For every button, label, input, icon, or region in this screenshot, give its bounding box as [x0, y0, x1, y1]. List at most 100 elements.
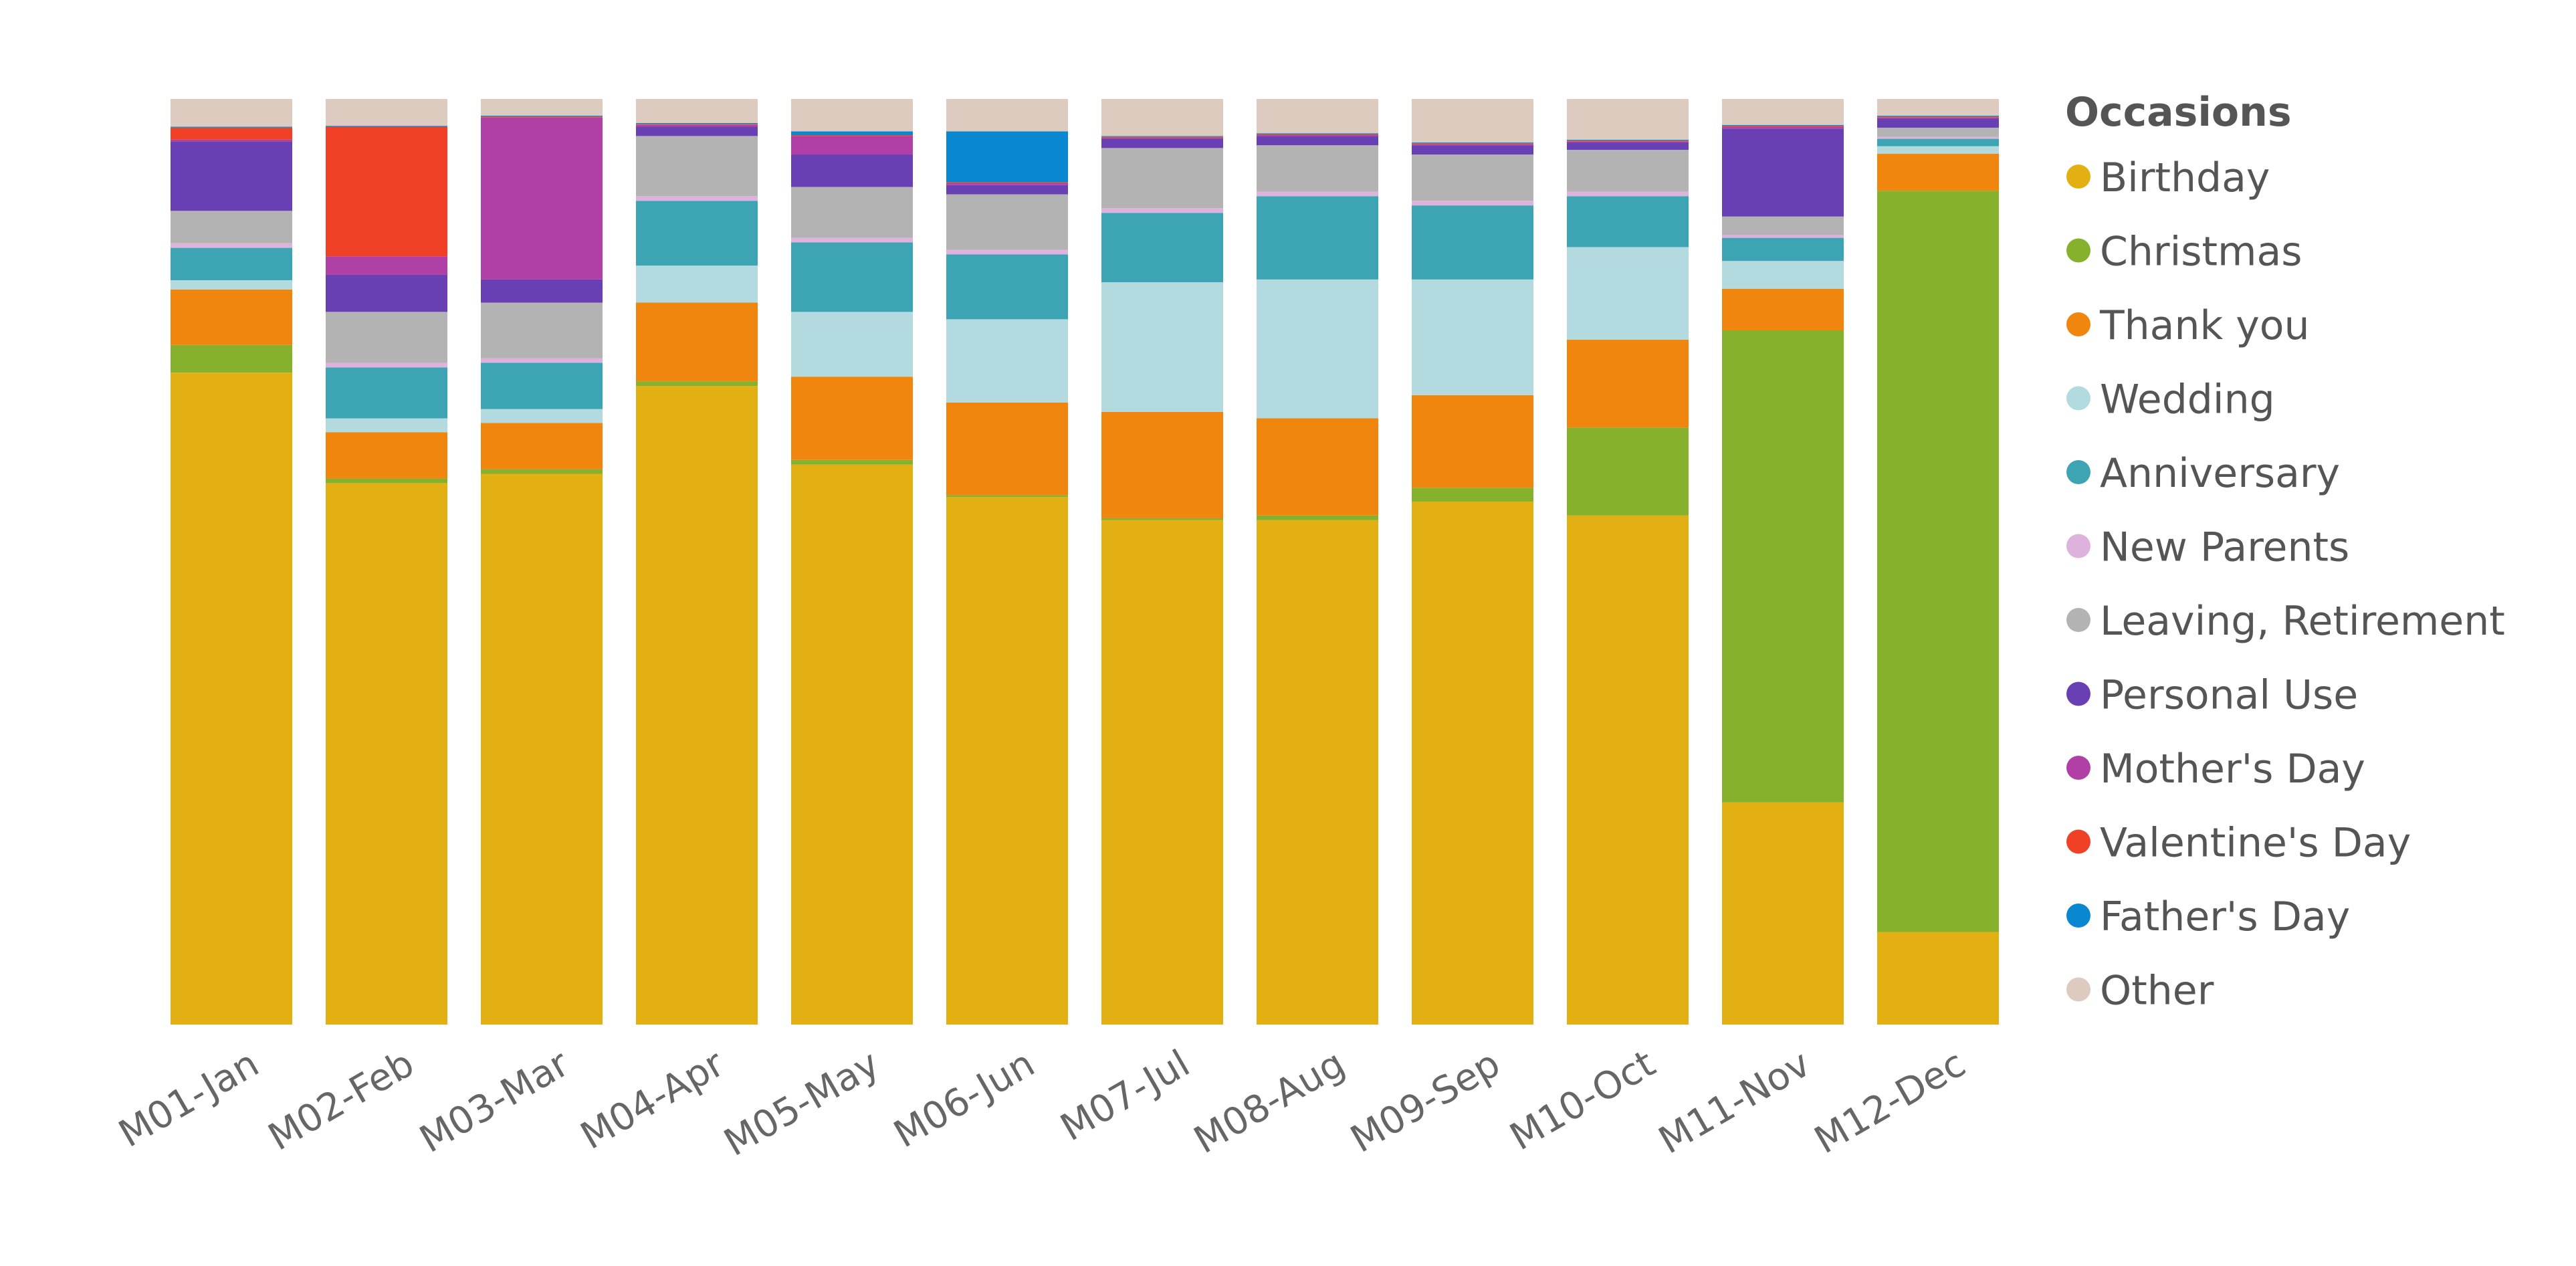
bar-m08-aug-valentine-s-day	[1257, 134, 1378, 135]
bar-m03-mar-anniversary	[481, 362, 603, 409]
bar-m11-nov-other	[1722, 99, 1844, 125]
bar-m01-jan-christmas	[171, 344, 292, 373]
legend-label-other: Other	[2100, 968, 2214, 1015]
bar-m09-sep-thank-you	[1412, 395, 1533, 488]
bar-m08-aug-christmas	[1257, 515, 1378, 520]
bar-m09-sep-personal-use	[1412, 145, 1533, 155]
bar-m08-aug-wedding	[1257, 279, 1378, 419]
bar-m09-sep-anniversary	[1412, 205, 1533, 280]
bar-m01-jan-wedding	[171, 280, 292, 290]
bar-m09-sep-father-s-day	[1412, 142, 1533, 144]
bar-m01-jan-other	[171, 99, 292, 127]
legend-item-other: Other	[2066, 968, 2214, 1015]
bar-m08-aug-thank-you	[1257, 418, 1378, 516]
bar-m03-mar-christmas	[481, 469, 603, 474]
bar-m02-feb-mother-s-day	[326, 256, 447, 275]
bar-m04-apr-new-parents	[636, 196, 758, 201]
legend-item-wedding: Wedding	[2066, 377, 2275, 423]
bar-m08-aug-birthday	[1257, 520, 1378, 1025]
bar-m04-apr-other	[636, 99, 758, 123]
bar-m02-feb-other	[326, 99, 447, 126]
bar-m11-nov-mother-s-day	[1722, 126, 1844, 129]
bar-m01-jan-father-s-day	[171, 126, 292, 128]
bar-m06-jun-father-s-day	[946, 131, 1068, 183]
bar-m12-dec-leaving-retirement	[1877, 127, 1999, 137]
bar-m11-nov-thank-you	[1722, 288, 1844, 330]
bar-m03-mar-leaving-retirement	[481, 302, 603, 358]
legend-label-thank-you: Thank you	[2099, 302, 2310, 349]
bar-m11-nov-leaving-retirement	[1722, 216, 1844, 235]
legend-label-wedding: Wedding	[2100, 377, 2275, 423]
legend-item-personal-use: Personal Use	[2066, 672, 2358, 719]
bar-m02-feb-leaving-retirement	[326, 312, 447, 363]
legend-marker-christmas	[2066, 238, 2090, 263]
legend-marker-personal-use	[2066, 681, 2090, 706]
bar-m06-jun-other	[946, 99, 1068, 132]
bar-m07-jul-birthday	[1101, 520, 1223, 1025]
bar-m01-jan-anniversary	[171, 247, 292, 280]
bar-m07-jul-leaving-retirement	[1101, 148, 1223, 209]
bar-m01-jan-birthday	[171, 373, 292, 1025]
legend-marker-new-parents	[2066, 534, 2090, 558]
bar-m06-jun-new-parents	[946, 249, 1068, 255]
legend-item-birthday: Birthday	[2066, 154, 2270, 201]
bar-m01-jan-new-parents	[171, 243, 292, 248]
bar-m01-jan-personal-use	[171, 141, 292, 211]
bar-m08-aug-new-parents	[1257, 191, 1378, 197]
bar-m06-jun-personal-use	[946, 185, 1068, 195]
bar-m02-feb-new-parents	[326, 362, 447, 368]
bar-m11-nov-birthday	[1722, 802, 1844, 1025]
bar-m05-may-mother-s-day	[791, 136, 913, 155]
bar-m04-apr-father-s-day	[636, 122, 758, 124]
bar-m02-feb-christmas	[326, 478, 447, 484]
bar-m09-sep-valentine-s-day	[1412, 143, 1533, 144]
bar-m05-may-leaving-retirement	[791, 187, 913, 238]
legend-label-new-parents: New Parents	[2100, 524, 2349, 571]
legend-marker-thank-you	[2066, 312, 2090, 336]
bar-m12-dec-anniversary	[1877, 138, 1999, 146]
bar-m12-dec-valentine-s-day	[1877, 116, 1999, 118]
bar-m06-jun-leaving-retirement	[946, 194, 1068, 250]
bar-m10-oct-personal-use	[1567, 142, 1689, 150]
bar-m05-may-father-s-day	[791, 131, 913, 135]
bar-m02-feb-wedding	[326, 418, 447, 433]
bar-m10-oct-valentine-s-day	[1567, 140, 1689, 142]
legend-label-christmas: Christmas	[2100, 229, 2302, 276]
legend-label-mother-s-day: Mother's Day	[2100, 746, 2365, 793]
bar-m10-oct-wedding	[1567, 247, 1689, 340]
bar-m04-apr-birthday	[636, 386, 758, 1025]
bar-m10-oct-leaving-retirement	[1567, 150, 1689, 192]
bar-m06-jun-mother-s-day	[946, 183, 1068, 185]
legend-item-mother-s-day: Mother's Day	[2066, 746, 2365, 793]
bar-m05-may-personal-use	[791, 154, 913, 187]
bar-m02-feb-valentine-s-day	[326, 126, 447, 257]
bar-m05-may-valentine-s-day	[791, 134, 913, 136]
bar-m01-jan-thank-you	[171, 289, 292, 345]
x-tick-label-m02-feb: M02-Feb	[261, 1042, 421, 1160]
bar-m10-oct-birthday	[1567, 515, 1689, 1025]
bar-m07-jul-christmas	[1101, 518, 1223, 520]
bar-m01-jan-valentine-s-day	[171, 127, 292, 140]
x-tick-label-m01-jan: M01-Jan	[112, 1042, 266, 1156]
bar-m03-mar-birthday	[481, 473, 603, 1025]
bar-m08-aug-father-s-day	[1257, 133, 1378, 134]
bar-m11-nov-anniversary	[1722, 237, 1844, 261]
bar-m04-apr-mother-s-day	[636, 124, 758, 127]
bar-m10-oct-anniversary	[1567, 196, 1689, 247]
bar-m03-mar-wedding	[481, 409, 603, 423]
legend-marker-valentine-s-day	[2066, 829, 2090, 854]
legend-title: Occasions	[2065, 89, 2292, 136]
bar-m07-jul-valentine-s-day	[1101, 136, 1223, 138]
legend-label-birthday: Birthday	[2100, 154, 2270, 201]
bar-m12-dec-wedding	[1877, 146, 1999, 154]
bar-m09-sep-new-parents	[1412, 201, 1533, 206]
bar-m07-jul-thank-you	[1101, 411, 1223, 518]
bar-m02-feb-personal-use	[326, 274, 447, 312]
bar-m12-dec-christmas	[1877, 191, 1999, 932]
bar-m12-dec-thank-you	[1877, 153, 1999, 191]
x-tick-label-m04-apr: M04-Apr	[574, 1041, 732, 1158]
bar-m12-dec-new-parents	[1877, 136, 1999, 139]
bar-m03-mar-personal-use	[481, 279, 603, 303]
bar-m10-oct-new-parents	[1567, 191, 1689, 197]
